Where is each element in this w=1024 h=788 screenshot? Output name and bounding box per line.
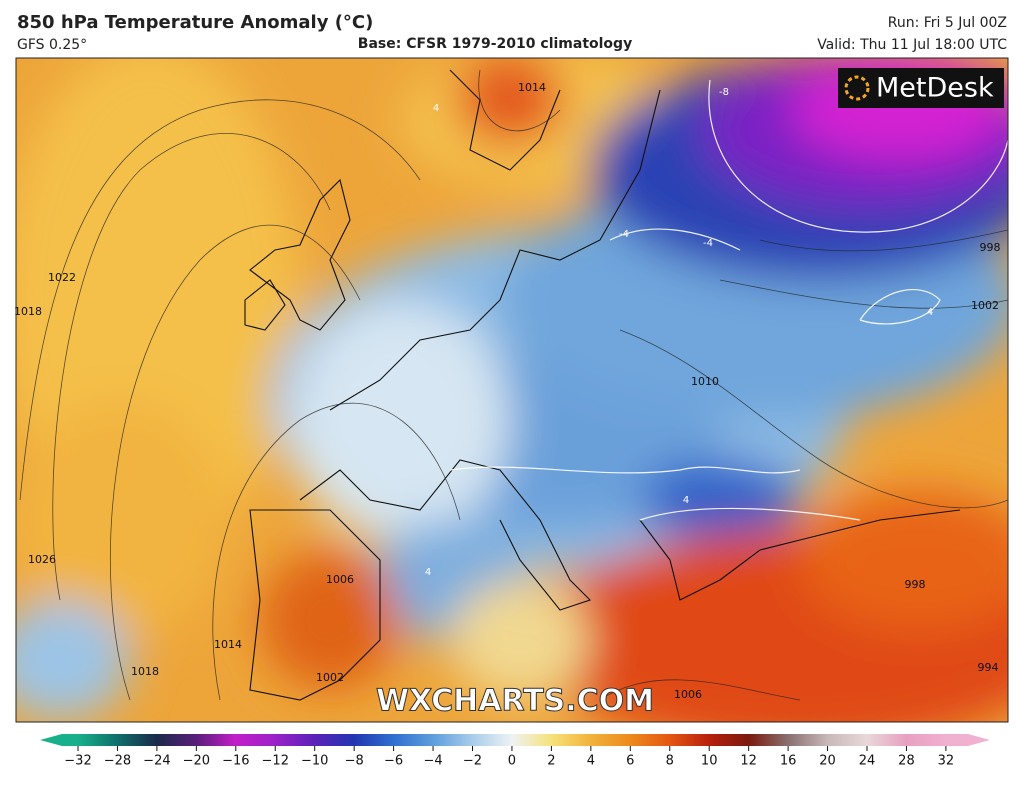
- colorbar-label: 2: [547, 754, 555, 769]
- colorbar-label: 6: [626, 754, 634, 769]
- colorbar-arrow-right: [968, 734, 990, 746]
- colorbar-label: 12: [740, 754, 757, 769]
- isobar-label: 1014: [518, 81, 546, 94]
- colorbar-label: −8: [345, 754, 364, 769]
- colorbar-label: −12: [262, 754, 289, 769]
- isobar-label: 1018: [14, 305, 42, 318]
- base: Base: CFSR 1979-2010 climatology: [358, 36, 632, 52]
- map-frame: [15, 57, 1009, 723]
- logo-icon: [844, 75, 870, 101]
- colorbar-label: 10: [701, 754, 718, 769]
- anomaly-label: 4: [683, 495, 689, 506]
- model: GFS 0.25°: [17, 37, 87, 53]
- colorbar-label: −28: [104, 754, 131, 769]
- colorbar-arrow-left: [40, 734, 62, 746]
- colorbar-label: −24: [143, 754, 170, 769]
- colorbar-label: 20: [819, 754, 836, 769]
- isobar-label: 994: [978, 661, 999, 674]
- title: 850 hPa Temperature Anomaly (°C): [17, 12, 373, 33]
- isobar-label: 1006: [674, 688, 702, 701]
- colorbar-label: 28: [898, 754, 915, 769]
- colorbar-label: −16: [222, 754, 249, 769]
- colorbar: [62, 734, 968, 746]
- isobar-label: 1002: [971, 299, 999, 312]
- anomaly-label: 4: [433, 103, 439, 114]
- colorbar-label: −4: [423, 754, 442, 769]
- colorbar-label: 0: [508, 754, 516, 769]
- isobar-label: 998: [980, 241, 1001, 254]
- isobar-label: 1002: [316, 671, 344, 684]
- anomaly-label: -4: [703, 238, 713, 249]
- colorbar-label: 8: [666, 754, 674, 769]
- anomaly-label: -4: [619, 229, 629, 240]
- isobar-label: 998: [905, 578, 926, 591]
- colorbar-label: −10: [301, 754, 328, 769]
- isobar-label: 1022: [48, 271, 76, 284]
- isobar-label: 1026: [28, 553, 56, 566]
- isobar-label: 1018: [131, 665, 159, 678]
- run: Run: Fri 5 Jul 00Z: [888, 15, 1007, 31]
- isobar-label: 1006: [326, 573, 354, 586]
- anomaly-label: 4: [425, 567, 431, 578]
- colorbar-label: −20: [183, 754, 210, 769]
- watermark: WXCHARTS.COM: [376, 684, 654, 719]
- colorbar-label: 32: [938, 754, 955, 769]
- logo: MetDesk: [876, 73, 994, 104]
- isobar-label: 1014: [214, 638, 242, 651]
- colorbar-label: 16: [780, 754, 797, 769]
- anomaly-label: 4: [927, 307, 933, 318]
- anomaly-label: -8: [719, 87, 729, 98]
- colorbar-label: −6: [384, 754, 403, 769]
- logo-box: [838, 68, 1004, 108]
- colorbar-label: −32: [64, 754, 91, 769]
- colorbar-label: 24: [859, 754, 876, 769]
- isobar-label: 1010: [691, 375, 719, 388]
- valid: Valid: Thu 11 Jul 18:00 UTC: [817, 37, 1007, 53]
- colorbar-label: −2: [463, 754, 482, 769]
- map: [16, 58, 1008, 722]
- colorbar-label: 4: [587, 754, 595, 769]
